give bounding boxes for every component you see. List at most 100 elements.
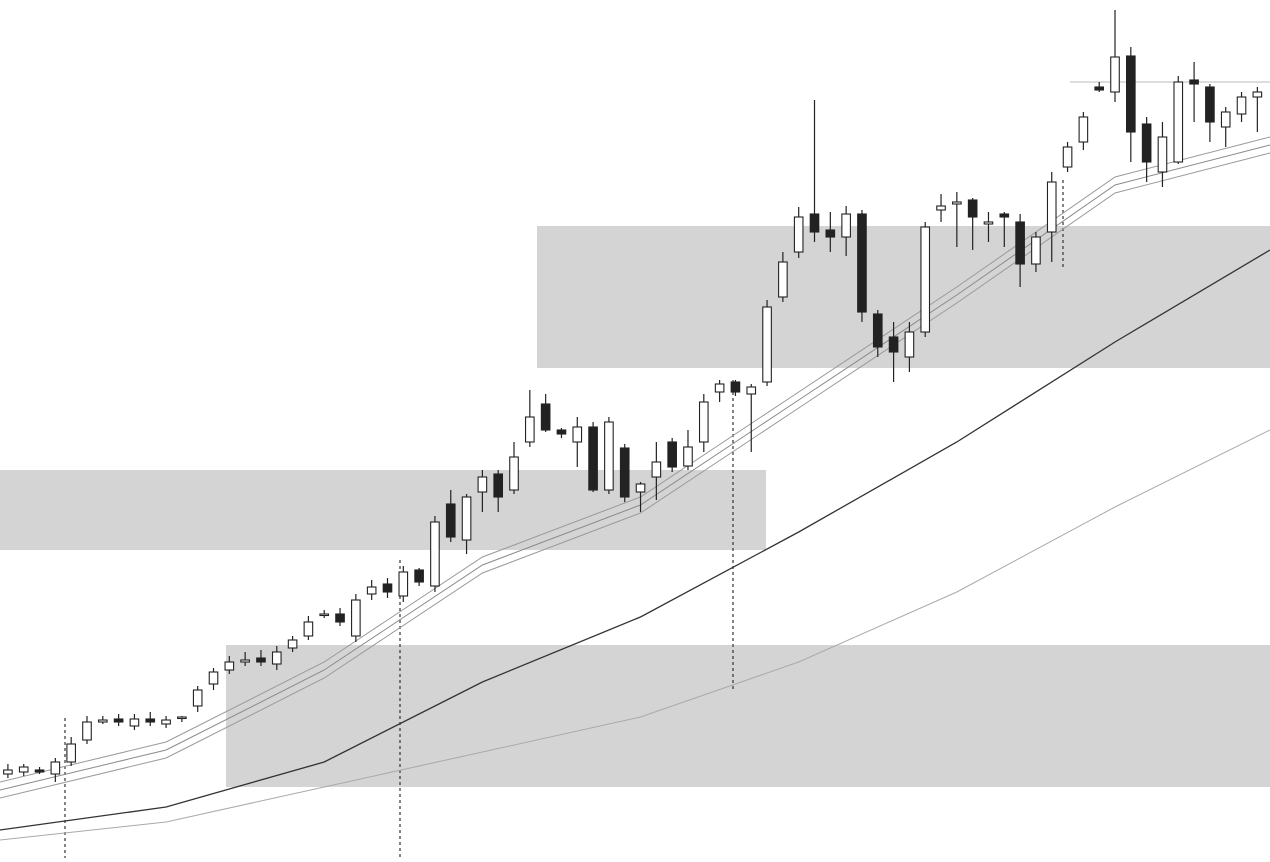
candle-body	[730, 381, 741, 393]
candle-body	[319, 613, 330, 617]
candle	[1189, 62, 1199, 122]
candle-body	[50, 761, 61, 775]
candle	[50, 758, 61, 782]
candle-body	[3, 769, 13, 775]
candle-body	[1094, 86, 1105, 91]
candle-body	[651, 461, 662, 478]
candle	[1094, 82, 1105, 92]
candle	[857, 210, 867, 322]
candle-body	[1157, 136, 1168, 173]
candle-body	[66, 743, 76, 763]
candle	[651, 442, 662, 500]
candle-body	[936, 205, 946, 211]
candle	[224, 656, 235, 674]
candle-body	[256, 657, 266, 663]
candle	[667, 438, 677, 472]
candle-body	[177, 716, 187, 720]
candle-body	[1046, 181, 1057, 233]
candle-body	[999, 213, 1010, 218]
candle	[509, 442, 519, 494]
candle	[1046, 172, 1057, 262]
candle	[271, 646, 282, 670]
candle-body	[224, 661, 235, 671]
candle-body	[366, 586, 377, 595]
candle	[414, 568, 424, 586]
candle	[1157, 122, 1168, 187]
moving-average-line	[0, 152, 1270, 799]
candle-body	[825, 229, 836, 238]
candle-body	[351, 599, 361, 637]
candle	[714, 380, 725, 402]
candle	[493, 470, 504, 512]
candle-body	[509, 456, 519, 491]
candle-body	[762, 306, 772, 383]
candle-body	[240, 659, 250, 663]
candle	[351, 594, 361, 642]
candle-body	[382, 583, 393, 593]
candle-body	[129, 718, 140, 727]
candle-body	[793, 216, 804, 253]
candle	[1015, 214, 1025, 287]
candle	[208, 668, 219, 690]
candle	[335, 608, 345, 626]
candle	[762, 300, 772, 386]
candle-body	[430, 521, 440, 587]
candle-body	[1141, 123, 1152, 163]
candle	[920, 222, 931, 337]
candle-body	[983, 221, 994, 225]
candle	[3, 764, 13, 778]
guide-lines	[64, 180, 1064, 858]
candle	[556, 428, 567, 438]
candle	[619, 444, 630, 502]
candle-body	[698, 401, 709, 443]
candle	[192, 686, 203, 712]
candle-body	[778, 261, 788, 298]
candle	[1062, 142, 1073, 172]
candle	[540, 394, 551, 432]
candle-body	[667, 441, 677, 468]
candle	[177, 716, 187, 722]
moving-average-line	[0, 249, 1270, 831]
candle-body	[271, 651, 282, 665]
candle-body	[920, 226, 931, 333]
shaded-box	[537, 226, 1270, 368]
candle	[635, 482, 646, 512]
candle-body	[525, 416, 535, 443]
candle-body	[809, 213, 820, 233]
candle-body	[1031, 236, 1041, 265]
candle	[572, 417, 583, 467]
candle	[604, 417, 614, 494]
candle-body	[540, 403, 551, 431]
candle-body	[1205, 86, 1215, 123]
candle-body	[145, 718, 156, 723]
candle-body	[161, 719, 171, 725]
candle	[1205, 84, 1215, 142]
candle	[825, 212, 836, 252]
candle-body	[967, 199, 978, 218]
candle	[1173, 76, 1184, 164]
candle	[999, 212, 1010, 247]
candle	[730, 380, 741, 396]
candle	[1126, 47, 1136, 162]
candle-body	[1220, 111, 1231, 128]
candle	[809, 100, 820, 242]
annotation-boxes	[0, 226, 1270, 787]
candle	[872, 310, 883, 357]
candle-body	[287, 639, 298, 649]
candle	[1141, 117, 1152, 182]
candle	[113, 714, 124, 726]
candle	[793, 207, 804, 258]
candle	[161, 716, 171, 728]
candle-body	[1252, 91, 1263, 98]
candle-body	[192, 689, 203, 707]
candle-body	[1189, 79, 1199, 85]
candle	[287, 636, 298, 652]
candle-body	[841, 213, 851, 238]
candle-body	[493, 473, 504, 498]
candle-body	[1062, 146, 1073, 168]
candle	[303, 616, 314, 640]
candle	[240, 652, 250, 666]
candle-body	[34, 769, 45, 773]
candle-body	[857, 213, 867, 313]
